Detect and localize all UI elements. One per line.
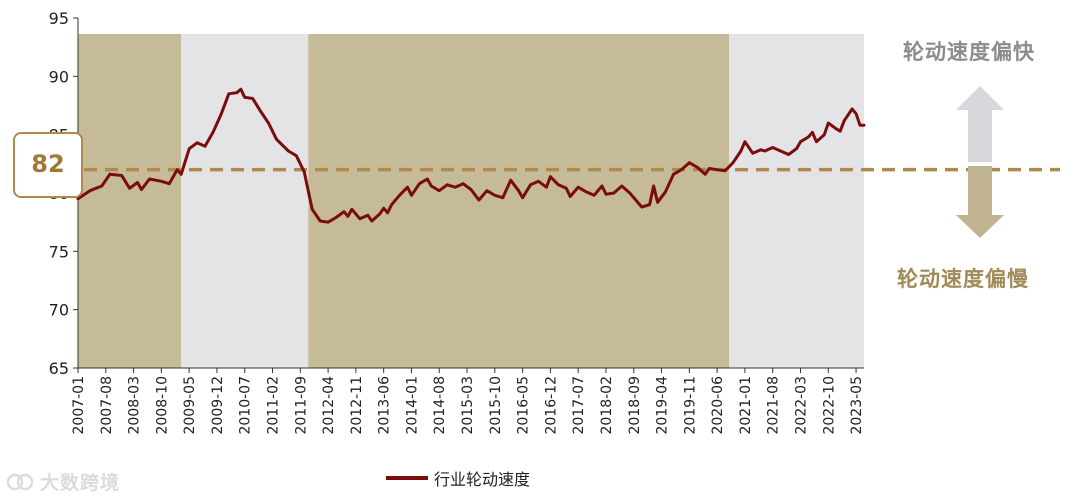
x-tick-label: 2016-05 xyxy=(516,376,532,435)
reference-value-label: 82 xyxy=(31,150,65,178)
y-tick-label: 95 xyxy=(49,9,69,28)
x-axis: 2007-01 2007-08 2008-03 2008-10 2009-05 2009-… xyxy=(71,367,865,435)
y-tick-label: 75 xyxy=(49,242,69,261)
down-arrow-icon xyxy=(956,166,1004,238)
x-tick-label: 2012-04 xyxy=(321,376,337,435)
x-tick-label: 2020-06 xyxy=(710,376,726,435)
shaded-periods xyxy=(78,34,864,368)
x-tick-label: 2016-12 xyxy=(543,376,559,435)
x-tick-label: 2018-02 xyxy=(599,376,615,435)
x-tick-label: 2010-07 xyxy=(238,376,254,435)
x-tick-label: 2022-03 xyxy=(793,376,809,435)
x-tick-label: 2009-12 xyxy=(210,376,226,435)
x-tick-label: 2013-06 xyxy=(377,376,393,435)
x-tick-label: 2009-05 xyxy=(182,376,198,435)
legend: 行业轮动速度 xyxy=(386,466,530,490)
annotation-fast: 轮动速度偏快 xyxy=(903,40,1035,64)
legend-label: 行业轮动速度 xyxy=(434,470,531,489)
y-tick-label: 90 xyxy=(49,67,69,86)
x-tick-label: 2021-01 xyxy=(738,376,754,435)
watermark-text: 大数跨境 xyxy=(40,472,121,494)
shaded-period-3 xyxy=(729,34,864,368)
x-tick-label: 2008-10 xyxy=(154,376,170,435)
shaded-period-0 xyxy=(78,34,182,368)
y-tick-label: 70 xyxy=(49,301,69,320)
x-tick-label: 2011-02 xyxy=(266,376,282,435)
x-tick-label: 2015-10 xyxy=(488,376,504,435)
series-line-0 xyxy=(76,87,866,224)
x-tick-label: 2018-09 xyxy=(627,376,643,435)
x-tick-label: 2023-05 xyxy=(849,376,865,435)
shaded-period-1 xyxy=(181,34,309,368)
x-tick-label: 2014-08 xyxy=(432,376,448,435)
x-tick-label: 2011-09 xyxy=(293,376,309,435)
x-tick-label: 2014-01 xyxy=(404,376,420,435)
shaded-period-2 xyxy=(308,34,730,368)
direction-arrows xyxy=(956,86,1004,238)
x-tick-label: 2019-04 xyxy=(655,376,671,435)
x-tick-label: 2022-10 xyxy=(821,376,837,435)
watermark: 大数跨境 xyxy=(6,468,120,495)
x-tick-label: 2007-08 xyxy=(99,376,115,435)
x-tick-label: 2017-07 xyxy=(571,376,587,435)
legend-line-swatch xyxy=(386,476,428,480)
x-tick-label: 2007-01 xyxy=(71,376,87,435)
watermark-logo-icon xyxy=(6,473,34,490)
up-arrow-icon xyxy=(956,86,1004,162)
x-tick-label: 2019-11 xyxy=(682,376,698,435)
reference-value-box: 82 xyxy=(13,132,83,198)
x-tick-label: 2015-03 xyxy=(460,376,476,435)
x-tick-label: 2021-08 xyxy=(766,376,782,435)
y-tick-label: 65 xyxy=(49,359,69,378)
annotation-slow: 轮动速度偏慢 xyxy=(897,267,1029,291)
x-tick-label: 2012-11 xyxy=(349,376,365,435)
series-group xyxy=(76,87,866,224)
x-tick-label: 2008-03 xyxy=(127,376,143,435)
